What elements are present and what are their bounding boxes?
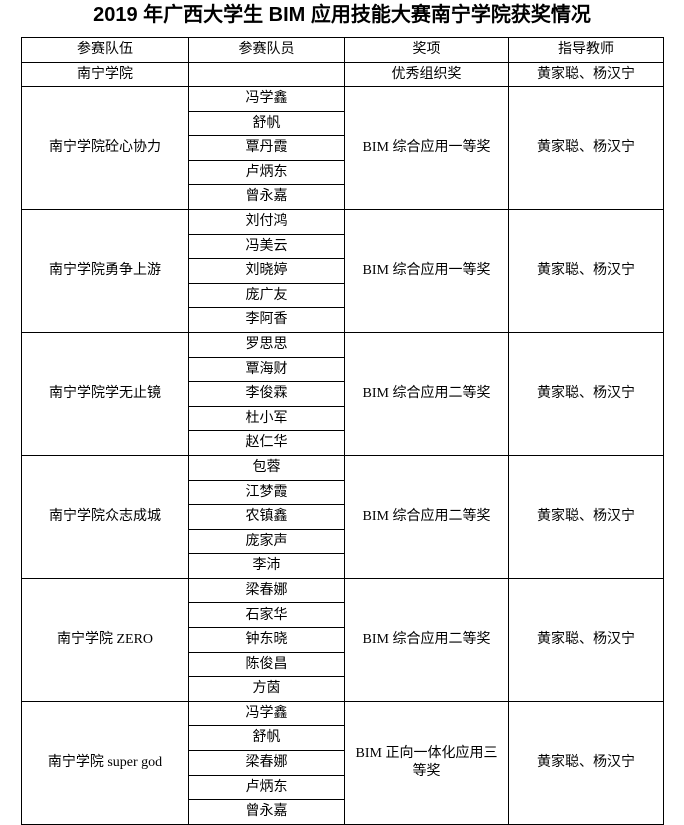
teacher-cell: 黄家聪、杨汉宁 (508, 86, 664, 210)
column-header-team: 参赛队伍 (21, 37, 189, 63)
teacher-cell: 黄家聪、杨汉宁 (508, 577, 664, 702)
team-name-cell: 南宁学院砼心协力 (21, 86, 189, 210)
member-name-cell: 舒帆 (188, 110, 345, 137)
member-name-cell: 庞家声 (188, 528, 345, 555)
table-row: 农镇鑫 (22, 504, 664, 530)
org-team-cell: 南宁学院 (21, 62, 189, 87)
award-cell: BIM 综合应用一等奖 (344, 208, 509, 333)
member-name-cell: 钟东晓 (188, 627, 345, 653)
award-label: BIM 正向一体化应用三等奖 (355, 746, 498, 779)
award-cell: BIM 综合应用二等奖 (344, 577, 509, 702)
table-row: 李沛 (22, 553, 664, 579)
member-name-cell: 李阿香 (188, 307, 345, 333)
member-name-cell: 刘付鸿 (188, 208, 345, 235)
award-cell: BIM 综合应用一等奖 (344, 86, 509, 210)
teacher-cell: 黄家聪、杨汉宁 (508, 208, 664, 333)
award-label: BIM 综合应用二等奖 (362, 386, 491, 402)
org-award-cell: 优秀组织奖 (344, 62, 509, 87)
team-name-cell: 南宁学院众志成城 (21, 454, 189, 579)
team-name-cell: 南宁学院学无止镜 (21, 331, 189, 456)
member-name-cell: 冯美云 (188, 233, 345, 260)
award-cell: BIM 正向一体化应用三等奖 (344, 700, 509, 825)
table-row: 方茵 (22, 676, 664, 702)
member-name-cell: 刘晓婷 (188, 258, 345, 284)
member-name-cell: 冯学鑫 (188, 700, 345, 727)
table-row: 南宁学院砼心协力 冯学鑫 BIM 综合应用一等奖 黄家聪、杨汉宁 (21, 86, 664, 210)
member-name-cell: 卢炳东 (188, 774, 345, 801)
table-row: 刘晓婷 (22, 258, 664, 284)
award-label: BIM 综合应用二等奖 (362, 632, 491, 648)
table-row: 李俊霖 (22, 381, 664, 407)
team-name-cell: 南宁学院勇争上游 (21, 208, 189, 333)
award-label: BIM 综合应用一等奖 (362, 140, 491, 156)
member-name-cell: 杜小军 (188, 405, 345, 432)
table-row: 南宁学院 ZERO 梁春娜 BIM 综合应用二等奖 黄家聪、杨汉宁 (21, 577, 664, 702)
column-header-teacher: 指导教师 (508, 37, 664, 63)
member-name-cell: 方茵 (188, 676, 345, 702)
member-name-cell: 石家华 (188, 602, 345, 629)
table-row: 庞家声 (22, 528, 664, 555)
table-row: 覃丹霞 (22, 135, 664, 161)
table-row: 覃海财 (22, 356, 664, 383)
member-name-cell: 卢炳东 (188, 159, 345, 186)
teacher-cell: 黄家聪、杨汉宁 (508, 454, 664, 579)
member-name-cell: 冯学鑫 (188, 86, 345, 112)
table-row: 庞广友 (22, 282, 664, 309)
column-header-award: 奖项 (344, 37, 509, 63)
teacher-cell: 黄家聪、杨汉宁 (508, 700, 664, 825)
table-row: 李阿香 (22, 307, 664, 333)
member-name-cell: 李沛 (188, 553, 345, 579)
member-name-cell: 曾永嘉 (188, 799, 345, 825)
member-name-cell: 覃海财 (188, 356, 345, 383)
teacher-cell: 黄家聪、杨汉宁 (508, 331, 664, 456)
table-header: 参赛队伍 参赛队员 奖项 指导教师 (21, 37, 664, 63)
member-name-cell: 赵仁华 (188, 430, 345, 456)
member-name-cell: 梁春娜 (188, 577, 345, 604)
award-cell: BIM 综合应用二等奖 (344, 331, 509, 456)
member-name-cell: 舒帆 (188, 725, 345, 752)
table-row: 杜小军 (22, 405, 664, 432)
table-row: 南宁学院众志成城 包蓉 BIM 综合应用二等奖 黄家聪、杨汉宁 (21, 454, 664, 579)
table-row: 南宁学院学无止镜 罗思思 BIM 综合应用二等奖 黄家聪、杨汉宁 (21, 331, 664, 456)
table-row: 石家华 (22, 602, 664, 629)
column-header-member: 参赛队员 (188, 37, 345, 63)
member-name-cell: 农镇鑫 (188, 504, 345, 530)
table-row: 江梦霞 (22, 479, 664, 506)
member-name-cell: 李俊霖 (188, 381, 345, 407)
table-row: 舒帆 (22, 110, 664, 137)
member-name-cell: 包蓉 (188, 454, 345, 481)
table-row: 曾永嘉 (22, 184, 664, 210)
award-label: BIM 综合应用二等奖 (362, 509, 491, 525)
org-teacher-cell: 黄家聪、杨汉宁 (508, 62, 664, 87)
member-name-cell: 庞广友 (188, 282, 345, 309)
member-name-cell: 覃丹霞 (188, 135, 345, 161)
page-title: 2019 年广西大学生 BIM 应用技能大赛南宁学院获奖情况 (93, 4, 591, 26)
table-header-row: 参赛队伍 参赛队员 奖项 指导教师 (21, 37, 664, 63)
table-row: 舒帆 (22, 725, 664, 752)
member-name-cell: 陈俊昌 (188, 651, 345, 678)
award-results-table: 参赛队伍 参赛队员 奖项 指导教师 南宁学院 优秀组织奖 黄家聪、杨汉宁 南宁学院砼心… (21, 37, 664, 825)
table-row: 赵仁华 (22, 430, 664, 456)
team-name-cell: 南宁学院 ZERO (21, 577, 189, 702)
table-row: 南宁学院 优秀组织奖 黄家聪、杨汉宁 (21, 62, 664, 87)
member-name-cell: 罗思思 (188, 331, 345, 358)
table-row: 南宁学院勇争上游 刘付鸿 BIM 综合应用一等奖 黄家聪、杨汉宁 (21, 208, 664, 333)
table-body: 南宁学院 优秀组织奖 黄家聪、杨汉宁 南宁学院砼心协力 冯学鑫 BIM 综合应用一等奖 黄家… (21, 62, 664, 825)
org-member-cell (188, 62, 345, 87)
member-name-cell: 江梦霞 (188, 479, 345, 506)
table-row: 冯美云 (22, 233, 664, 260)
member-name-cell: 曾永嘉 (188, 184, 345, 210)
member-name-cell: 梁春娜 (188, 750, 345, 776)
table-row: 南宁学院 super god 冯学鑫 BIM 正向一体化应用三等奖 黄家聪、杨汉宁 (21, 700, 664, 825)
team-name-cell: 南宁学院 super god (21, 700, 189, 825)
award-label: BIM 综合应用一等奖 (362, 263, 491, 279)
award-cell: BIM 综合应用二等奖 (344, 454, 509, 579)
